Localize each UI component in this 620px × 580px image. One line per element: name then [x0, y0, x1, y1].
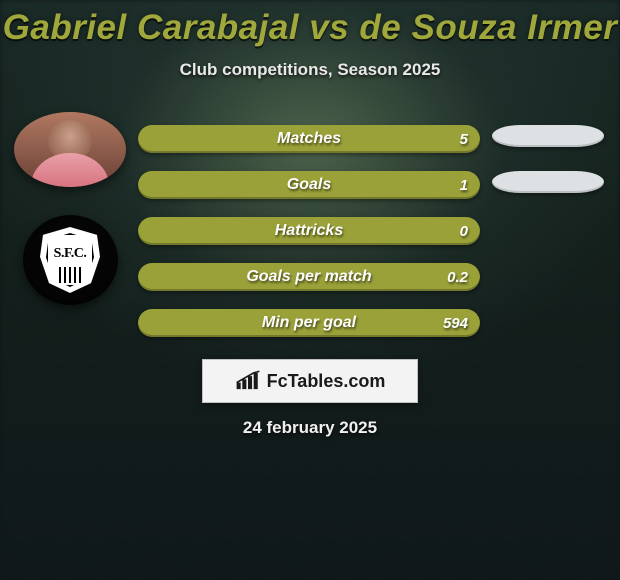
date-text: 24 february 2025	[0, 418, 620, 438]
comparison-card: Gabriel Carabajal vs de Souza Irmer Club…	[0, 0, 620, 580]
stat-bar-hattricks: Hattricks 0	[138, 217, 480, 245]
stat-label: Matches	[138, 130, 480, 148]
comparison-pill	[492, 171, 604, 193]
stat-bar-min-per-goal: Min per goal 594	[138, 309, 480, 337]
stat-bar-goals: Goals 1	[138, 171, 480, 199]
stat-bars: Matches 5 Goals 1 Hattricks 0 Goals per …	[138, 125, 480, 337]
club-shield: S.F.C.	[40, 227, 100, 293]
comparison-pill	[492, 125, 604, 147]
club-shield-text: S.F.C.	[54, 246, 87, 262]
stat-label: Hattricks	[138, 222, 480, 240]
stat-value: 5	[460, 131, 468, 148]
stat-value: 0	[460, 223, 468, 240]
avatar-column: S.F.C.	[10, 112, 130, 305]
subtitle: Club competitions, Season 2025	[0, 60, 620, 80]
comparison-pills	[492, 125, 604, 193]
stat-bar-goals-per-match: Goals per match 0.2	[138, 263, 480, 291]
stat-bar-matches: Matches 5	[138, 125, 480, 153]
page-title: Gabriel Carabajal vs de Souza Irmer	[0, 0, 620, 48]
brand-badge[interactable]: FcTables.com	[202, 359, 418, 403]
stat-value: 1	[460, 177, 468, 194]
stat-value: 594	[443, 315, 468, 332]
player-avatar	[14, 112, 126, 187]
stat-value: 0.2	[447, 269, 468, 286]
brand-text: FcTables.com	[267, 371, 386, 392]
stat-label: Goals per match	[138, 268, 480, 286]
club-logo: S.F.C.	[23, 215, 118, 305]
stat-label: Min per goal	[138, 314, 480, 332]
chart-icon	[235, 370, 261, 392]
stat-label: Goals	[138, 176, 480, 194]
